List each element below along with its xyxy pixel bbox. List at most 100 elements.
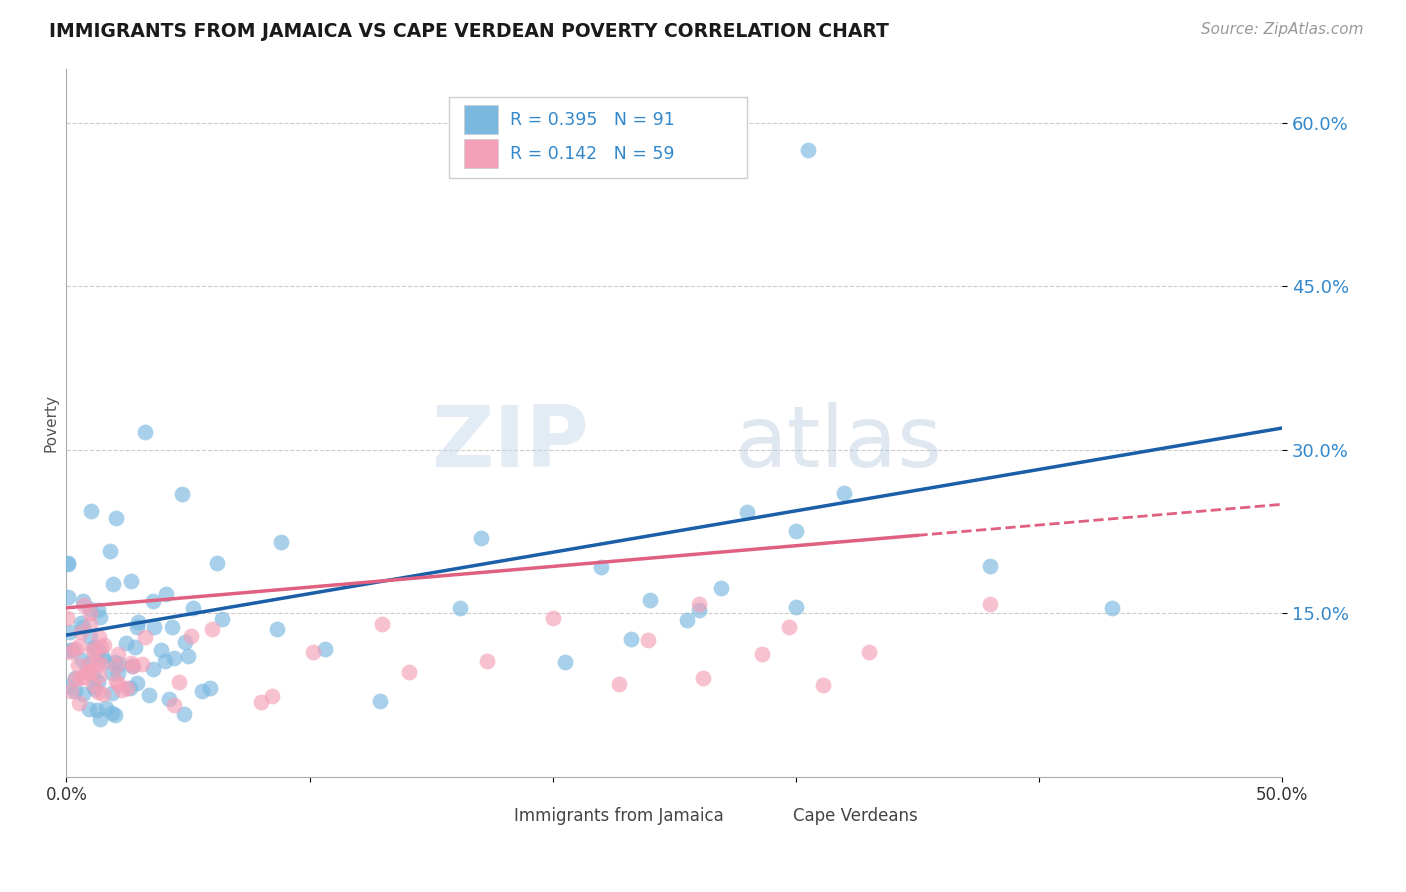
Point [117, 681, 139, 696]
Point [58, 556, 80, 570]
Point [72, 620, 94, 634]
Point [89, 669, 111, 683]
Point [111, 682, 134, 697]
Point [170, 487, 193, 501]
Point [688, 603, 710, 617]
Point [134, 425, 156, 439]
Point [475, 654, 498, 668]
Point [59, 625, 82, 640]
Point [83, 680, 105, 694]
Point [86, 656, 108, 670]
Point [69, 671, 91, 685]
Point [157, 691, 180, 706]
Point [104, 674, 127, 689]
Point [90, 649, 112, 664]
Point [66, 658, 89, 673]
Point [174, 634, 197, 648]
Text: R = 0.142   N = 59: R = 0.142 N = 59 [510, 145, 675, 162]
Point [160, 620, 183, 634]
Bar [464, 138, 498, 169]
Point [676, 613, 699, 627]
Point [63, 684, 86, 698]
Point [72, 670, 94, 684]
Point [250, 695, 273, 709]
FancyBboxPatch shape [450, 97, 747, 178]
Point [114, 636, 136, 650]
Point [554, 656, 576, 670]
Point [858, 645, 880, 659]
Point [96, 701, 118, 715]
Point [69, 615, 91, 630]
Point [778, 620, 800, 634]
Point [83, 640, 105, 654]
Point [90, 640, 112, 654]
Point [620, 632, 643, 647]
Point [797, 143, 820, 157]
Text: R = 0.395   N = 91: R = 0.395 N = 91 [510, 111, 675, 128]
Point [89, 610, 111, 624]
Point [120, 657, 142, 671]
Text: Source: ZipAtlas.com: Source: ZipAtlas.com [1201, 22, 1364, 37]
Point [91, 687, 114, 701]
Point [131, 657, 153, 671]
Point [77, 665, 100, 679]
Point [77, 665, 100, 680]
Point [101, 577, 124, 591]
Point [104, 658, 127, 673]
Point [142, 662, 165, 676]
Point [83, 681, 105, 696]
Point [104, 656, 127, 670]
Point [180, 629, 202, 643]
Point [301, 645, 323, 659]
Point [77, 665, 100, 680]
Point [87, 603, 110, 617]
Point [134, 630, 156, 644]
Point [735, 505, 758, 519]
Point [201, 622, 224, 636]
Point [65, 672, 87, 686]
Point [127, 615, 149, 630]
Text: IMMIGRANTS FROM JAMAICA VS CAPE VERDEAN POVERTY CORRELATION CHART: IMMIGRANTS FROM JAMAICA VS CAPE VERDEAN … [49, 22, 889, 41]
Point [72, 687, 94, 701]
Point [368, 694, 391, 708]
Point [266, 622, 288, 636]
Point [398, 665, 420, 679]
Text: atlas: atlas [735, 402, 943, 485]
Point [82, 642, 104, 657]
Point [173, 706, 195, 721]
Text: ZIP: ZIP [432, 402, 589, 485]
Point [314, 641, 336, 656]
Point [65, 671, 87, 685]
Bar [468, 804, 502, 829]
Point [70, 653, 93, 667]
Point [107, 677, 129, 691]
Point [1101, 601, 1123, 615]
Point [167, 675, 190, 690]
Point [138, 688, 160, 702]
Point [688, 597, 710, 611]
Point [62, 643, 84, 657]
Point [89, 712, 111, 726]
Point [105, 511, 128, 525]
Point [449, 600, 471, 615]
Point [127, 620, 149, 634]
Point [834, 486, 856, 500]
Point [541, 610, 564, 624]
Point [785, 599, 807, 614]
Point [59, 645, 82, 659]
Point [90, 657, 112, 671]
Point [82, 676, 104, 690]
Point [55, 611, 77, 625]
Point [87, 643, 110, 657]
Point [67, 696, 90, 710]
Point [69, 625, 91, 640]
Point [211, 612, 233, 626]
Point [191, 684, 214, 698]
Point [120, 574, 142, 588]
Point [637, 633, 659, 648]
Point [979, 559, 1001, 574]
Point [177, 649, 200, 664]
Point [77, 657, 100, 671]
Point [121, 659, 143, 673]
Point [107, 666, 129, 681]
